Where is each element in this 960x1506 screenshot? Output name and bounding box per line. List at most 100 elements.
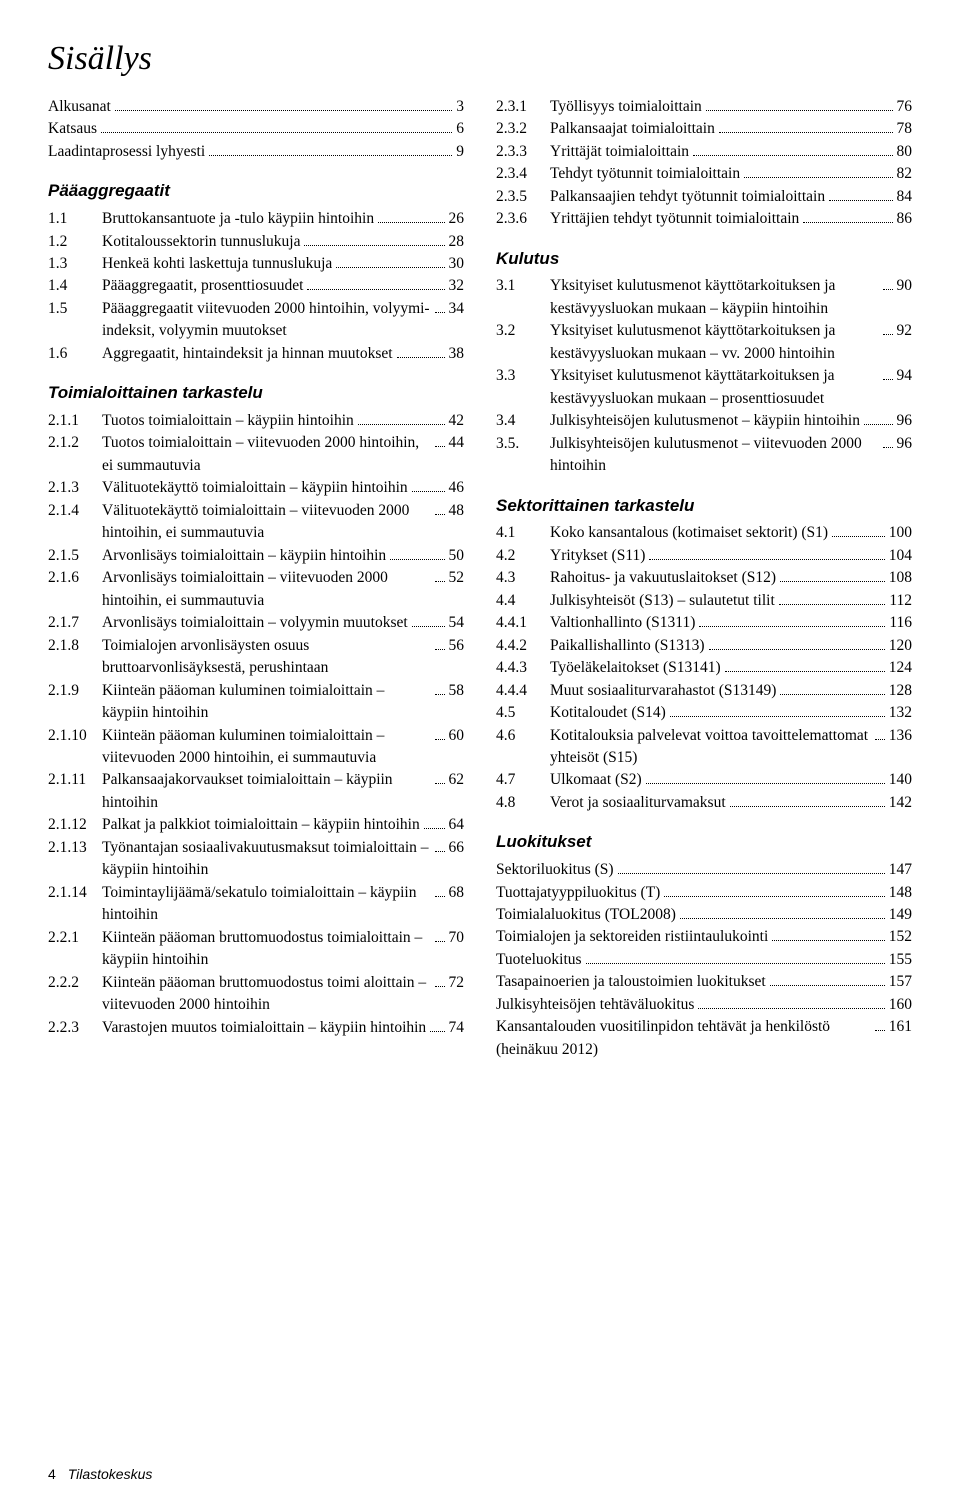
toc-entry-number: 4.3 bbox=[496, 567, 550, 589]
toc-entry-label: Kiinteän pääoman kuluminen toimialoittai… bbox=[102, 725, 431, 770]
toc-leader-dots bbox=[358, 411, 445, 425]
toc-entry-number: 4.5 bbox=[496, 702, 550, 724]
toc-entry-label: Yksityiset kulutusmenot käyttötarkoituks… bbox=[550, 275, 879, 320]
toc-entry: 4.4.4Muut sosiaaliturvarahastot (S13149)… bbox=[496, 680, 912, 702]
toc-leader-dots bbox=[744, 164, 892, 178]
toc-entry: 2.1.10Kiinteän pääoman kuluminen toimial… bbox=[48, 725, 464, 770]
toc-front-entry: Tuoteluokitus155 bbox=[496, 949, 912, 971]
toc-entry: 4.2Yritykset (S11)104 bbox=[496, 545, 912, 567]
toc-entry: 4.5Kotitaloudet (S14)132 bbox=[496, 702, 912, 724]
toc-leader-dots bbox=[209, 142, 452, 156]
toc-entry-label: Katsaus bbox=[48, 118, 97, 140]
toc-entry-page: 116 bbox=[889, 612, 912, 634]
toc-leader-dots bbox=[435, 501, 445, 515]
toc-entry-number: 2.1.6 bbox=[48, 567, 102, 589]
page-title: Sisällys bbox=[48, 40, 912, 78]
toc-entry-page: 48 bbox=[449, 500, 465, 522]
toc-entry-label: Kotitaloudet (S14) bbox=[550, 702, 666, 724]
toc-entry: 4.4.1Valtionhallinto (S1311)116 bbox=[496, 612, 912, 634]
toc-leader-dots bbox=[435, 299, 445, 313]
toc-leader-dots bbox=[435, 838, 445, 852]
toc-entry: 4.4.2Paikallishallinto (S1313)120 bbox=[496, 635, 912, 657]
toc-entry-label: Tuottajatyyppiluokitus (T) bbox=[496, 882, 660, 904]
toc-entry-page: 28 bbox=[449, 231, 465, 253]
toc-leader-dots bbox=[397, 344, 445, 358]
toc-front-entry: Julkisyhteisöjen tehtäväluokitus160 bbox=[496, 994, 912, 1016]
toc-entry-label: Kotitaloussektorin tunnuslukuja bbox=[102, 231, 300, 253]
toc-entry-number: 2.1.10 bbox=[48, 725, 102, 747]
toc-entry: 3.1Yksityiset kulutusmenot käyttötarkoit… bbox=[496, 275, 912, 320]
toc-entry: 2.1.9Kiinteän pääoman kuluminen toimialo… bbox=[48, 680, 464, 725]
toc-entry: 2.1.3Välituotekäyttö toimialoittain – kä… bbox=[48, 477, 464, 499]
toc-entry-number: 2.1.3 bbox=[48, 477, 102, 499]
toc-leader-dots bbox=[725, 658, 885, 672]
toc-leader-dots bbox=[875, 726, 885, 740]
toc-entry-page: 90 bbox=[897, 275, 913, 297]
toc-entry-label: Julkisyhteisöjen kulutusmenot – viitevuo… bbox=[550, 433, 879, 478]
toc-entry-page: 52 bbox=[449, 567, 465, 589]
toc-entry-page: 54 bbox=[449, 612, 465, 634]
toc-entry: 4.7Ulkomaat (S2)140 bbox=[496, 769, 912, 791]
toc-entry-page: 68 bbox=[449, 882, 465, 904]
toc-leader-dots bbox=[864, 411, 893, 425]
toc-entry-number: 2.2.1 bbox=[48, 927, 102, 949]
toc-leader-dots bbox=[709, 636, 885, 650]
toc-entry-label: Palkat ja palkkiot toimialoittain – käyp… bbox=[102, 814, 420, 836]
toc-entry-label: Yksityiset kulutusmenot käyttötarkoituks… bbox=[550, 320, 879, 365]
toc-entry-page: 34 bbox=[449, 298, 465, 320]
toc-entry-page: 56 bbox=[449, 635, 465, 657]
toc-leader-dots bbox=[101, 120, 452, 134]
toc-entry-label: Pääaggregaatit viitevuoden 2000 hintoihi… bbox=[102, 298, 431, 343]
toc-entry: 2.3.3Yrittäjät toimialoittain80 bbox=[496, 141, 912, 163]
toc-entry: 2.1.13Työnantajan sosiaalivakuutusmaksut… bbox=[48, 837, 464, 882]
toc-entry: 2.1.14Toimintaylijäämä/sekatulo toimialo… bbox=[48, 882, 464, 927]
toc-leader-dots bbox=[730, 793, 885, 807]
toc-entry-page: 96 bbox=[897, 410, 913, 432]
toc-entry-label: Ulkomaat (S2) bbox=[550, 769, 642, 791]
toc-entry-page: 92 bbox=[897, 320, 913, 342]
toc-entry-page: 58 bbox=[449, 680, 465, 702]
toc-entry-page: 136 bbox=[889, 725, 912, 747]
toc-entry-page: 155 bbox=[889, 949, 912, 971]
toc-entry-label: Arvonlisäys toimialoittain – volyymin mu… bbox=[102, 612, 408, 634]
toc-section-heading: Pääaggregaatit bbox=[48, 179, 464, 204]
toc-leader-dots bbox=[883, 366, 893, 380]
toc-entry-number: 2.2.3 bbox=[48, 1017, 102, 1039]
toc-leader-dots bbox=[435, 726, 445, 740]
toc-entry-label: Kansantalouden vuositilinpidon tehtävät … bbox=[496, 1016, 871, 1061]
toc-front-entry: Toimialojen ja sektoreiden ristiintauluk… bbox=[496, 926, 912, 948]
toc-entry-page: 3 bbox=[456, 96, 464, 118]
toc-entry: 2.1.11Palkansaajakorvaukset toimialoitta… bbox=[48, 769, 464, 814]
toc-entry-page: 32 bbox=[449, 275, 465, 297]
toc-entry-number: 1.6 bbox=[48, 343, 102, 365]
toc-entry-number: 3.2 bbox=[496, 320, 550, 342]
toc-entry-number: 2.1.7 bbox=[48, 612, 102, 634]
toc-entry-label: Alkusanat bbox=[48, 96, 111, 118]
toc-leader-dots bbox=[832, 523, 885, 537]
toc-leader-dots bbox=[378, 209, 444, 223]
toc-leader-dots bbox=[412, 613, 445, 627]
toc-entry-label: Välituotekäyttö toimialoittain – viitevu… bbox=[102, 500, 431, 545]
toc-leader-dots bbox=[664, 883, 884, 897]
toc-entry-number: 1.2 bbox=[48, 231, 102, 253]
toc-entry-label: Kotitalouksia palvelevat voittoa tavoitt… bbox=[550, 725, 871, 770]
toc-entry-number: 4.4.1 bbox=[496, 612, 550, 634]
toc-entry-number: 2.1.12 bbox=[48, 814, 102, 836]
toc-entry-number: 4.4 bbox=[496, 590, 550, 612]
toc-entry: 4.3Rahoitus- ja vakuutuslaitokset (S12)1… bbox=[496, 567, 912, 589]
toc-entry: 2.3.4Tehdyt työtunnit toimialoittain82 bbox=[496, 163, 912, 185]
toc-entry-page: 44 bbox=[449, 432, 465, 454]
toc-entry-label: Tasapainoerien ja taloustoimien luokituk… bbox=[496, 971, 766, 993]
toc-entry: 2.1.2Tuotos toimialoittain – viitevuoden… bbox=[48, 432, 464, 477]
toc-entry-page: 60 bbox=[449, 725, 465, 747]
toc-entry-page: 9 bbox=[456, 141, 464, 163]
toc-leader-dots bbox=[435, 928, 445, 942]
toc-entry-page: 50 bbox=[449, 545, 465, 567]
toc-entry: 2.1.6Arvonlisäys toimialoittain – viitev… bbox=[48, 567, 464, 612]
toc-entry-page: 70 bbox=[449, 927, 465, 949]
toc-leader-dots bbox=[779, 591, 886, 605]
toc-entry-number: 1.1 bbox=[48, 208, 102, 230]
footer-page-number: 4 bbox=[48, 1466, 56, 1482]
toc-entry-label: Toimialojen ja sektoreiden ristiintauluk… bbox=[496, 926, 768, 948]
toc-entry-page: 62 bbox=[449, 769, 465, 791]
